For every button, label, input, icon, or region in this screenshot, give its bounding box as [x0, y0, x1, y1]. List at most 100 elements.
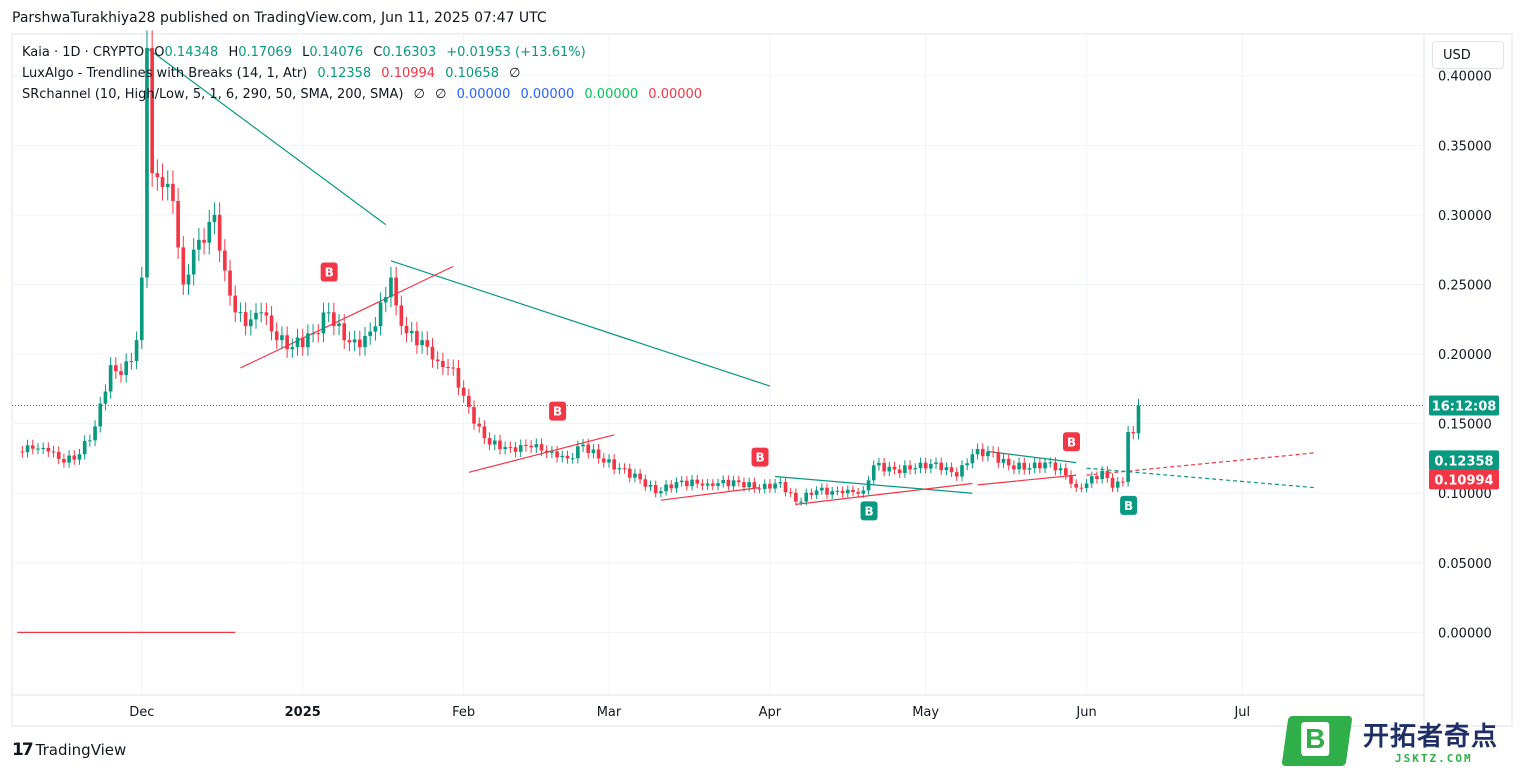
- trendlines: [12, 47, 1424, 633]
- candle-body: [404, 325, 409, 334]
- candle-body: [394, 277, 398, 306]
- candle-body: [716, 483, 720, 486]
- chart-frame: [11, 33, 1513, 727]
- candles: [20, 30, 1141, 506]
- y-tick-label: 0.05000: [1438, 557, 1492, 572]
- candle-body: [228, 270, 232, 296]
- trendline-down: [390, 260, 771, 387]
- candle-body: [851, 489, 855, 493]
- candle-body: [1074, 483, 1079, 488]
- candle-body: [316, 333, 321, 335]
- candle-body: [223, 250, 227, 271]
- watermark-logo-icon: B: [1281, 716, 1353, 766]
- candle-body: [1126, 431, 1130, 483]
- candle-body: [306, 333, 310, 348]
- candle-body: [155, 173, 160, 178]
- candle-body: [51, 451, 56, 453]
- candle-body: [783, 482, 788, 493]
- low-value: 0.14076: [309, 45, 364, 60]
- candle-body: [674, 482, 679, 489]
- candle-body: [321, 312, 326, 334]
- watermark: B 开拓者奇点 JSKTZ.COM: [1281, 714, 1521, 770]
- price-label-text: 0.12358: [1434, 454, 1493, 469]
- candle-body: [799, 501, 803, 503]
- signal-badge: [1120, 495, 1138, 515]
- symbol-legend: Kaia · 1D · CRYPTO O0.14348 H0.17069 L0.…: [22, 45, 592, 60]
- indicator-value: 0.00000: [456, 87, 511, 102]
- candle-body: [814, 490, 819, 495]
- signal-text: B: [1067, 435, 1076, 449]
- candle-body: [788, 492, 793, 494]
- candle-body: [929, 464, 933, 469]
- tradingview-wordmark: TradingView: [35, 741, 127, 759]
- candle-body: [332, 312, 336, 327]
- candle-body: [342, 323, 347, 341]
- candle-body: [576, 446, 580, 459]
- price-label-text: 0.10994: [1434, 473, 1493, 488]
- trendline-down: [1086, 467, 1316, 489]
- candle-body: [804, 492, 809, 502]
- candle-body: [1058, 468, 1063, 471]
- candle-body: [1017, 462, 1021, 470]
- candle-body: [508, 447, 513, 449]
- trendline-up: [1086, 452, 1316, 476]
- tradingview-logo[interactable]: 𝟭𝟳 TradingView: [12, 740, 126, 760]
- candle-body: [197, 239, 201, 250]
- symbol-name[interactable]: Kaia · 1D · CRYPTO: [22, 45, 145, 60]
- candle-body: [46, 447, 51, 452]
- candle-body: [638, 473, 642, 480]
- x-tick-label: May: [912, 705, 939, 720]
- indicator-name[interactable]: SRchannel (10, High/Low, 5, 1, 6, 290, 5…: [22, 87, 404, 102]
- candle-body: [264, 312, 269, 316]
- candle-body: [887, 466, 892, 472]
- candle-body: [1079, 487, 1084, 489]
- candle-body: [191, 249, 196, 275]
- candle-body: [794, 492, 798, 502]
- candle-body: [877, 462, 881, 466]
- currency-button[interactable]: USD: [1432, 41, 1504, 69]
- signal-label: B: [1120, 495, 1138, 515]
- candle-body: [383, 297, 388, 303]
- candle-body: [248, 319, 253, 327]
- candle-body: [685, 480, 689, 487]
- low-label: L: [302, 45, 310, 60]
- candle-body: [477, 423, 482, 427]
- signal-label: B: [860, 501, 878, 521]
- price-labels: 16:12:08 0.12358 0.10994: [1429, 395, 1499, 490]
- candle-body: [1084, 483, 1089, 488]
- trendline-down: [146, 47, 387, 226]
- price-axis[interactable]: 0.40000 0.35000 0.30000 0.25000 0.20000 0.150…: [1438, 70, 1492, 642]
- candle-body: [700, 483, 705, 486]
- candle-body: [1089, 476, 1094, 484]
- candle-body: [934, 462, 938, 465]
- candle-body: [1100, 470, 1104, 479]
- candle-body: [1012, 465, 1016, 470]
- candle-body: [368, 331, 373, 336]
- candle-body: [736, 480, 741, 483]
- candle-body: [861, 490, 866, 494]
- candle-body: [326, 312, 331, 314]
- candle-body: [1063, 468, 1068, 476]
- candle-body: [830, 491, 835, 495]
- candle-body: [622, 468, 627, 470]
- close-label: C: [373, 45, 383, 60]
- candle-body: [124, 361, 129, 375]
- candle-body: [25, 445, 30, 453]
- candle-body: [627, 468, 632, 478]
- candle-body: [269, 315, 274, 332]
- indicator-name[interactable]: LuxAlgo - Trendlines with Breaks (14, 1,…: [22, 66, 308, 81]
- tradingview-mark-icon: 𝟭𝟳: [12, 740, 34, 760]
- candle-body: [840, 490, 845, 494]
- candle-body: [415, 330, 419, 346]
- candle-body: [108, 365, 113, 392]
- indicator-value: ∅: [435, 87, 447, 102]
- candle-body: [441, 361, 445, 367]
- time-axis[interactable]: Dec 2025 Feb Mar Apr May Jun Jul: [129, 705, 1250, 720]
- candle-body: [555, 451, 559, 458]
- candle-body: [596, 449, 601, 459]
- candle-body: [892, 466, 897, 470]
- indicator-value: 0.00000: [584, 87, 639, 102]
- signal-badge: [549, 401, 567, 421]
- candle-body: [482, 426, 487, 439]
